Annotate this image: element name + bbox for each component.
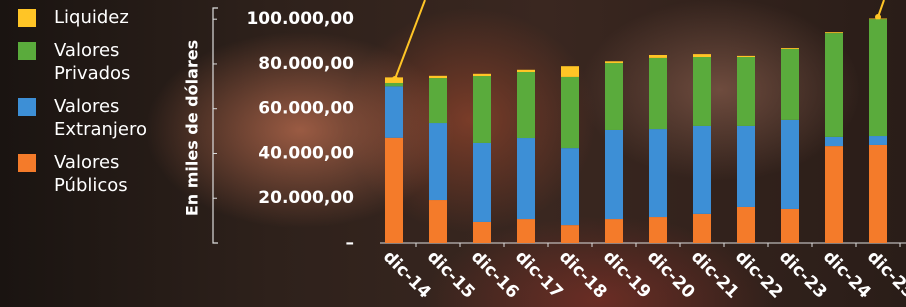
bar-segment <box>605 61 623 63</box>
bar-segment <box>429 78 447 123</box>
y-tick-label: – <box>346 233 355 253</box>
y-tick-label: 60.000,00 <box>258 99 354 119</box>
bar-segment <box>561 148 579 225</box>
trend-line <box>395 0 425 79</box>
bar-segment <box>385 77 403 83</box>
bar-segment <box>517 219 535 243</box>
y-tick-label: 100.000,00 <box>246 9 354 29</box>
x-tick-label: dic-24 <box>819 247 875 303</box>
x-tick-label: dic-14 <box>379 247 435 303</box>
bar-segment <box>473 76 491 143</box>
bar-segment <box>737 56 755 57</box>
y-tick-label: 80.000,00 <box>258 54 354 74</box>
x-tick-label: dic-18 <box>555 247 611 303</box>
bar-segment <box>561 225 579 243</box>
bar-segment <box>869 19 887 20</box>
bar-segment <box>385 86 403 137</box>
bar-segment <box>825 32 843 33</box>
page: LiquidezValores PrivadosValores Extranje… <box>0 0 906 307</box>
bar-segment <box>473 143 491 222</box>
y-tick-label: 40.000,00 <box>258 143 354 163</box>
bar-segment <box>825 146 843 243</box>
bar-segment <box>561 77 579 148</box>
y-tick-label: 20.000,00 <box>258 188 354 208</box>
y-axis-bracket <box>213 8 218 243</box>
bar-segment <box>693 57 711 126</box>
chart: En miles de dólares – 20.000,00 40.000,00 6… <box>0 0 906 307</box>
x-tick-label: dic-21 <box>687 247 743 303</box>
bar-segment <box>781 209 799 243</box>
bar-segment <box>473 74 491 76</box>
bar-segment <box>605 130 623 219</box>
bar-segment <box>649 58 667 129</box>
bar-segment <box>869 136 887 145</box>
bar-segment <box>737 57 755 126</box>
bar-segment <box>781 48 799 49</box>
x-tick-label: dic-15 <box>423 247 479 303</box>
y-axis-title: En miles de dólares <box>183 40 202 216</box>
x-tick-label: dic-22 <box>731 247 787 303</box>
bar-segment <box>693 126 711 214</box>
bar-segment <box>473 222 491 243</box>
bar-segment <box>605 219 623 243</box>
bar-segment <box>825 33 843 137</box>
x-tick-label: dic-20 <box>643 247 699 303</box>
bar-segment <box>825 137 843 146</box>
x-tick-label: dic-25 <box>863 247 906 303</box>
bar-segment <box>693 54 711 57</box>
bar-segment <box>605 63 623 130</box>
bar-segment <box>517 72 535 138</box>
x-tick-label: dic-16 <box>467 247 523 303</box>
bar-segment <box>649 55 667 58</box>
bar-segment <box>561 66 579 77</box>
bar-segment <box>517 70 535 72</box>
bar-segment <box>649 129 667 217</box>
bar-segment <box>737 126 755 207</box>
bar-segment <box>737 207 755 243</box>
bar-segment <box>429 123 447 200</box>
bar-segment <box>649 217 667 243</box>
bar-segment <box>429 200 447 243</box>
bar-segment <box>869 19 887 136</box>
bar-segment <box>385 83 403 86</box>
bar-segment <box>517 138 535 219</box>
x-tick-label: dic-23 <box>775 247 831 303</box>
bar-segment <box>429 76 447 78</box>
bar-segment <box>693 214 711 243</box>
x-tick-label: dic-19 <box>599 247 655 303</box>
bar-segment <box>385 138 403 243</box>
x-tick-label: dic-17 <box>511 247 567 303</box>
bar-segment <box>781 49 799 120</box>
bar-segment <box>869 145 887 243</box>
bar-segment <box>781 120 799 209</box>
